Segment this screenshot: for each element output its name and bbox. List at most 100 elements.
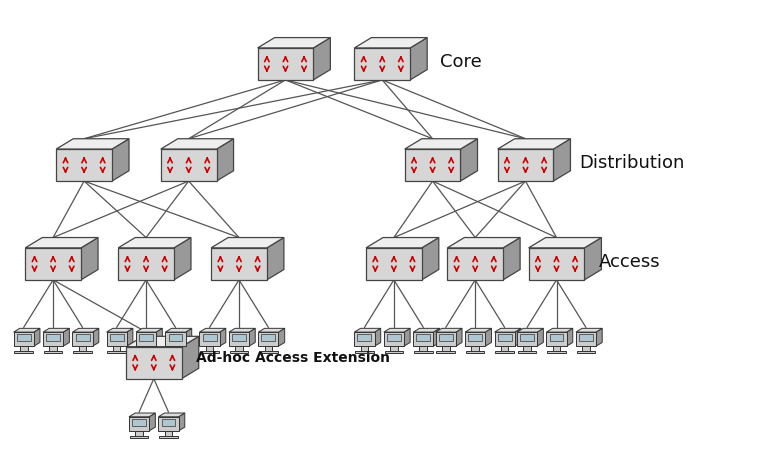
Polygon shape — [547, 332, 566, 346]
Polygon shape — [405, 149, 460, 181]
Polygon shape — [46, 334, 60, 341]
Polygon shape — [108, 351, 126, 353]
Polygon shape — [93, 328, 99, 346]
Polygon shape — [149, 413, 155, 431]
Polygon shape — [354, 38, 427, 48]
Polygon shape — [434, 328, 440, 346]
Polygon shape — [182, 337, 199, 379]
Polygon shape — [517, 328, 544, 332]
Polygon shape — [387, 334, 401, 341]
Polygon shape — [520, 334, 534, 341]
Polygon shape — [142, 346, 150, 351]
Polygon shape — [259, 351, 278, 353]
Polygon shape — [132, 419, 146, 426]
Polygon shape — [442, 346, 449, 351]
Polygon shape — [229, 328, 255, 332]
Polygon shape — [498, 139, 570, 149]
Polygon shape — [73, 328, 99, 332]
Polygon shape — [466, 351, 484, 353]
Polygon shape — [456, 328, 462, 346]
Polygon shape — [56, 149, 112, 181]
Polygon shape — [235, 346, 243, 351]
Polygon shape — [257, 48, 314, 80]
Polygon shape — [579, 334, 593, 341]
Polygon shape — [73, 351, 92, 353]
Polygon shape — [165, 332, 186, 346]
Polygon shape — [186, 328, 192, 346]
Polygon shape — [110, 334, 123, 341]
Polygon shape — [129, 417, 149, 431]
Polygon shape — [390, 346, 398, 351]
Polygon shape — [43, 328, 69, 332]
Polygon shape — [537, 328, 544, 346]
Polygon shape — [174, 238, 191, 280]
Polygon shape — [465, 328, 491, 332]
Polygon shape — [166, 351, 185, 353]
Polygon shape — [165, 328, 192, 332]
Polygon shape — [200, 351, 219, 353]
Polygon shape — [384, 328, 410, 332]
Polygon shape — [129, 436, 148, 438]
Polygon shape — [161, 419, 176, 426]
Polygon shape — [200, 332, 220, 346]
Polygon shape — [566, 328, 573, 346]
Polygon shape — [518, 351, 537, 353]
Polygon shape — [206, 346, 214, 351]
Polygon shape — [20, 346, 27, 351]
Polygon shape — [485, 328, 491, 346]
Polygon shape — [14, 351, 33, 353]
Polygon shape — [168, 334, 183, 341]
Polygon shape — [354, 48, 410, 80]
Polygon shape — [56, 139, 129, 149]
Polygon shape — [165, 431, 172, 436]
Polygon shape — [63, 328, 69, 346]
Polygon shape — [437, 351, 455, 353]
Polygon shape — [161, 139, 233, 149]
Polygon shape — [582, 346, 590, 351]
Polygon shape — [220, 328, 226, 346]
Polygon shape — [229, 332, 249, 346]
Polygon shape — [468, 334, 482, 341]
Polygon shape — [136, 328, 162, 332]
Polygon shape — [211, 248, 267, 280]
Polygon shape — [203, 334, 217, 341]
Polygon shape — [16, 334, 30, 341]
Polygon shape — [501, 346, 509, 351]
Text: Core: Core — [441, 52, 482, 70]
Polygon shape — [360, 346, 368, 351]
Polygon shape — [44, 351, 62, 353]
Polygon shape — [498, 334, 512, 341]
Polygon shape — [404, 328, 410, 346]
Polygon shape — [229, 351, 248, 353]
Polygon shape — [366, 248, 422, 280]
Polygon shape — [107, 328, 133, 332]
Polygon shape — [159, 436, 178, 438]
Polygon shape — [249, 328, 255, 346]
Polygon shape — [439, 334, 452, 341]
Polygon shape — [405, 139, 477, 149]
Polygon shape — [161, 149, 217, 181]
Polygon shape — [420, 346, 427, 351]
Polygon shape — [596, 328, 602, 346]
Polygon shape — [49, 346, 57, 351]
Polygon shape — [576, 332, 596, 346]
Polygon shape — [257, 38, 331, 48]
Polygon shape — [43, 332, 63, 346]
Text: Ad-hoc Access Extension: Ad-hoc Access Extension — [197, 351, 390, 365]
Polygon shape — [13, 332, 34, 346]
Polygon shape — [139, 334, 153, 341]
Polygon shape — [129, 413, 155, 417]
Polygon shape — [515, 328, 521, 346]
Polygon shape — [413, 332, 434, 346]
Polygon shape — [81, 238, 98, 280]
Polygon shape — [529, 248, 584, 280]
Polygon shape — [385, 351, 403, 353]
Polygon shape — [136, 351, 155, 353]
Polygon shape — [135, 431, 143, 436]
Polygon shape — [76, 334, 90, 341]
Polygon shape — [357, 334, 371, 341]
Polygon shape — [414, 351, 433, 353]
Polygon shape — [200, 328, 226, 332]
Polygon shape — [471, 346, 479, 351]
Polygon shape — [495, 328, 521, 332]
